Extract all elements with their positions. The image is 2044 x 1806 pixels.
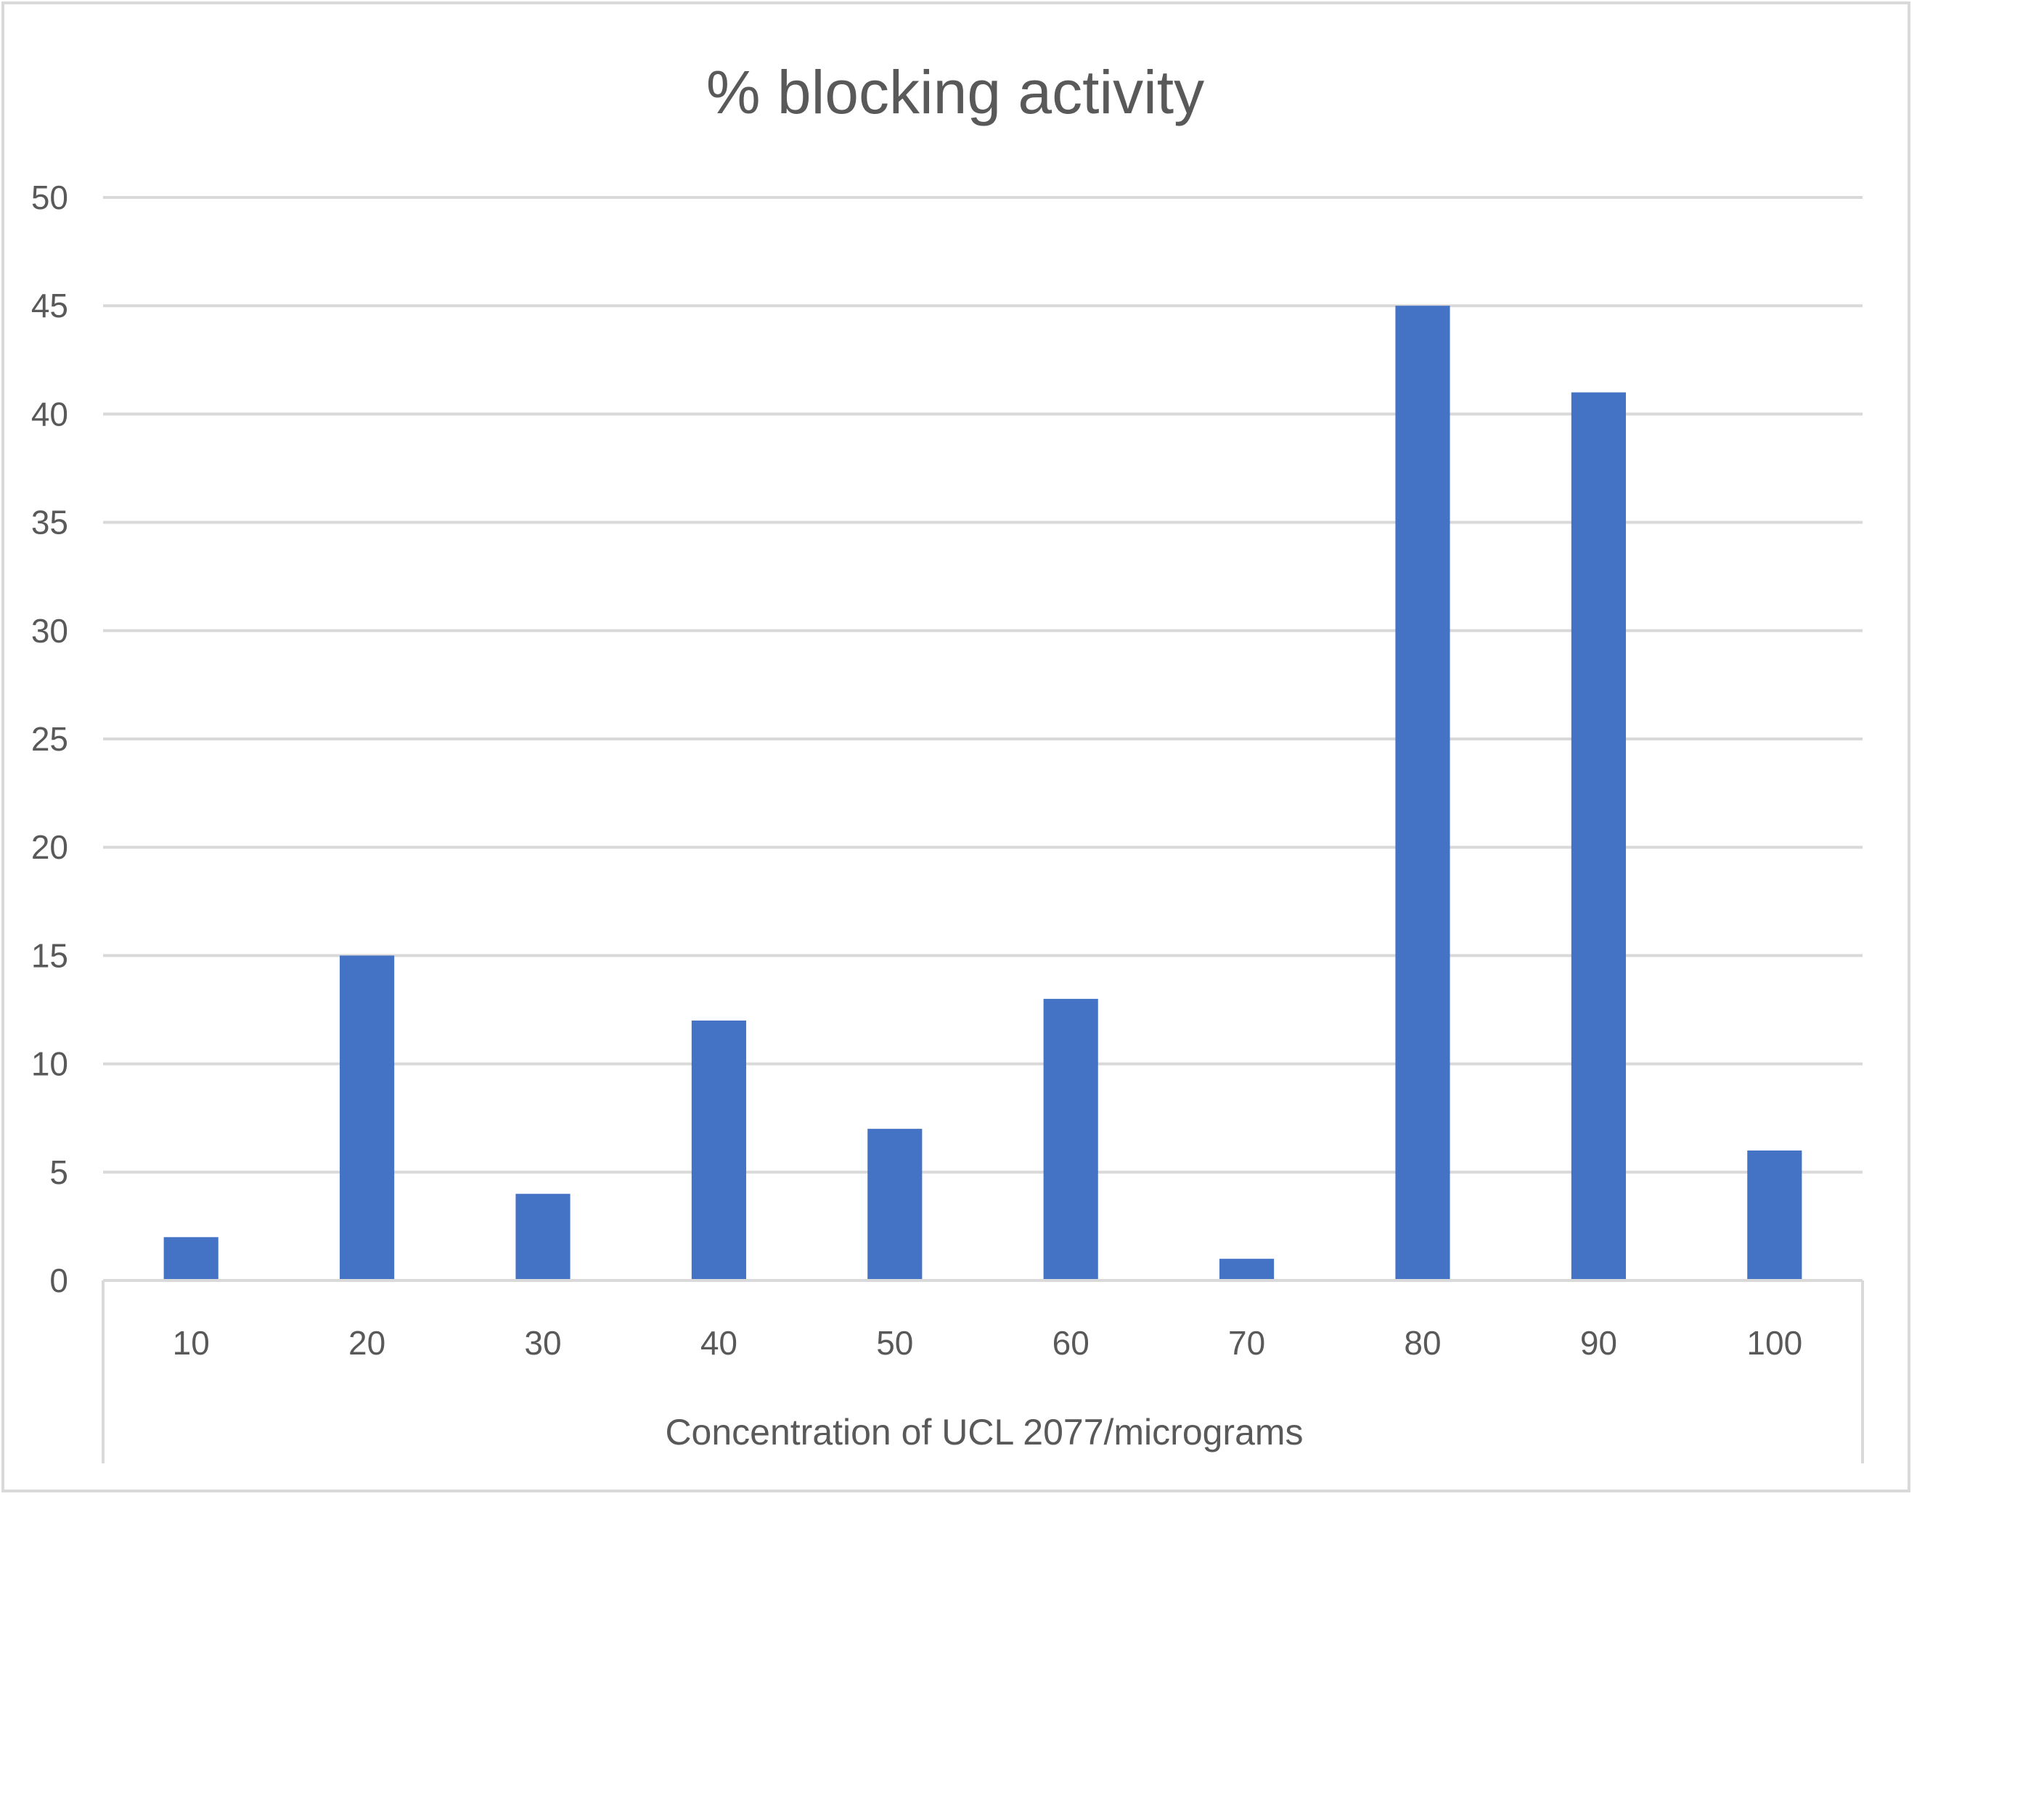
- bar-10: [163, 1237, 218, 1280]
- x-axis-title: Concentration of UCL 2077/micrograms: [665, 1412, 1303, 1452]
- y-tick-label: 0: [49, 1262, 68, 1299]
- x-tick-label: 50: [876, 1324, 913, 1362]
- y-tick-label: 50: [31, 179, 68, 216]
- bar-30: [515, 1193, 571, 1280]
- bar-20: [340, 955, 395, 1280]
- x-tick-label: 20: [348, 1324, 385, 1362]
- bar-80: [1395, 306, 1450, 1281]
- y-tick-label: 20: [31, 828, 68, 866]
- x-tick-label: 70: [1228, 1324, 1265, 1362]
- bar-40: [691, 1020, 746, 1280]
- y-tick-label: 30: [31, 612, 68, 650]
- y-tick-label: 15: [31, 936, 68, 974]
- bar-100: [1747, 1150, 1802, 1280]
- x-tick-label: 80: [1404, 1324, 1441, 1362]
- x-axis: [102, 1279, 1864, 1463]
- y-tick-label: 40: [31, 395, 68, 433]
- bar-60: [1043, 999, 1098, 1280]
- y-tick-label: 45: [31, 287, 68, 324]
- x-tick-label: 100: [1746, 1324, 1802, 1362]
- x-tick-label: 60: [1052, 1324, 1090, 1362]
- y-tick-label: 5: [49, 1153, 68, 1191]
- gridlines: [103, 196, 1863, 1174]
- x-tick-label: 40: [700, 1324, 737, 1362]
- bar-50: [867, 1129, 923, 1280]
- y-tick-label: 10: [31, 1045, 68, 1083]
- bar-70: [1219, 1259, 1275, 1280]
- x-tick-label: 90: [1580, 1324, 1617, 1362]
- x-axis-tick-labels: 10 20 30 40 50 60 70 80 90 100: [173, 1324, 1803, 1362]
- x-tick-label: 30: [524, 1324, 561, 1362]
- bars: [163, 306, 1802, 1281]
- y-tick-label: 25: [31, 720, 68, 758]
- y-axis-tick-labels: 0 5 10 15 20 25 30 35 40 45 50: [31, 179, 68, 1299]
- x-tick-label: 10: [173, 1324, 210, 1362]
- bar-90: [1571, 392, 1626, 1280]
- y-tick-label: 35: [31, 504, 68, 542]
- chart-title: % blocking activity: [706, 58, 1204, 126]
